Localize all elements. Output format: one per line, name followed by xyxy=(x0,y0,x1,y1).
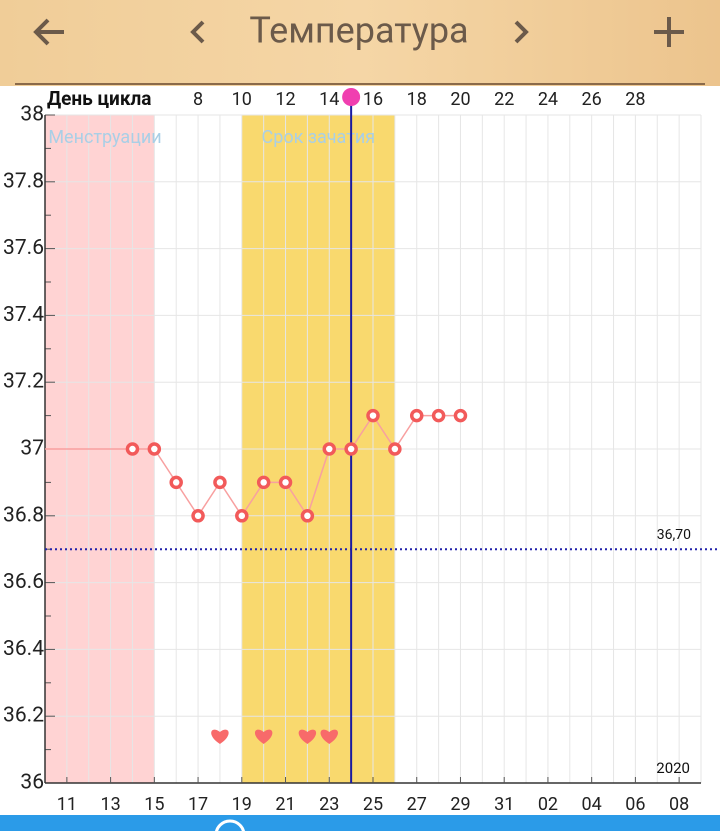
temperature-point xyxy=(431,408,446,423)
y-tick-label: 36.6 xyxy=(3,570,44,594)
temperature-point xyxy=(169,475,183,490)
temperature-point xyxy=(278,475,293,490)
top-tick-label: 22 xyxy=(494,89,514,110)
x-tick-label: 02 xyxy=(538,794,558,815)
temperature-point xyxy=(256,475,271,490)
x-tick-label: 31 xyxy=(494,794,514,815)
top-tick-label: 14 xyxy=(319,89,339,110)
temperature-point xyxy=(409,408,424,423)
x-tick-label: 21 xyxy=(275,794,295,815)
temperature-point xyxy=(453,408,468,423)
top-tick-label: 12 xyxy=(275,89,295,110)
header-bar xyxy=(0,0,720,86)
y-tick-label: 36 xyxy=(20,771,44,795)
x-tick-label: 25 xyxy=(363,794,383,815)
temperature-line xyxy=(132,414,461,518)
temperature-point xyxy=(300,509,315,523)
plot: 36 36.2 36.4 36.6 36.8 37 37.2 37.4 37.6 37.8 38Ме… xyxy=(3,87,720,815)
top-tick-label: 8 xyxy=(193,89,203,110)
y-tick-label: 37.6 xyxy=(3,236,44,260)
coverline-label: 36,70 xyxy=(657,527,691,543)
year-label: 2020 xyxy=(656,759,690,777)
x-tick-label: 19 xyxy=(232,794,252,815)
temperature-point xyxy=(388,442,402,456)
top-tick-label: 26 xyxy=(582,89,602,110)
temperature-point xyxy=(344,442,358,456)
y-tick-label: 37.4 xyxy=(3,303,44,327)
y-tick-label: 36.4 xyxy=(3,637,44,661)
x-tick-label: 27 xyxy=(407,794,427,815)
y-tick-label: 36.8 xyxy=(3,503,44,527)
top-tick-label: 10 xyxy=(232,89,252,110)
heart xyxy=(211,729,229,744)
x-tick-label: 15 xyxy=(144,794,164,815)
back-button[interactable] xyxy=(33,18,64,46)
top-tick-label: 28 xyxy=(625,89,645,110)
x-tick-label: 29 xyxy=(450,794,470,815)
y-tick-label: 37 xyxy=(20,437,44,461)
zone-label: Менструации xyxy=(48,127,161,148)
y-tick-label: 36.2 xyxy=(3,704,44,728)
today-marker xyxy=(342,88,361,106)
y-tick-label: 38 xyxy=(20,103,44,127)
x-tick-label: 11 xyxy=(57,794,77,815)
header-title: Температура xyxy=(249,10,468,52)
x-tick-label: 13 xyxy=(100,794,120,815)
bottom-bar xyxy=(0,815,720,831)
temperature-point xyxy=(125,442,140,456)
top-tick-label: 16 xyxy=(363,89,383,110)
temperature-point xyxy=(191,509,205,523)
y-tick-label: 37.2 xyxy=(3,370,44,394)
x-tick-label: 23 xyxy=(319,794,339,815)
x-tick-label: 17 xyxy=(188,794,208,815)
x-tick-label: 04 xyxy=(582,794,602,815)
x-tick-label: 08 xyxy=(669,794,689,815)
next-button[interactable] xyxy=(514,20,529,44)
x-tick-label: 06 xyxy=(625,794,645,815)
temperature-point xyxy=(366,408,380,423)
heart xyxy=(320,729,338,744)
temperature-point xyxy=(213,475,227,490)
zone-labels: Менструации Срок зачатия xyxy=(48,127,375,148)
heart xyxy=(298,729,317,744)
top-tick-label: 18 xyxy=(407,89,427,110)
top-tick-label: 24 xyxy=(538,89,558,110)
temperature-point xyxy=(147,442,162,456)
heart xyxy=(254,729,273,744)
top-axis-label: День цикла xyxy=(47,87,151,110)
add-button[interactable] xyxy=(654,17,684,47)
bottom-button[interactable] xyxy=(214,819,246,835)
zone-label: Срок зачатия xyxy=(262,127,376,148)
prev-button[interactable] xyxy=(190,20,205,44)
top-tick-label: 20 xyxy=(450,89,470,110)
temperature-point xyxy=(235,509,249,523)
temperature-point xyxy=(322,442,337,456)
y-tick-label: 37.8 xyxy=(3,169,44,193)
